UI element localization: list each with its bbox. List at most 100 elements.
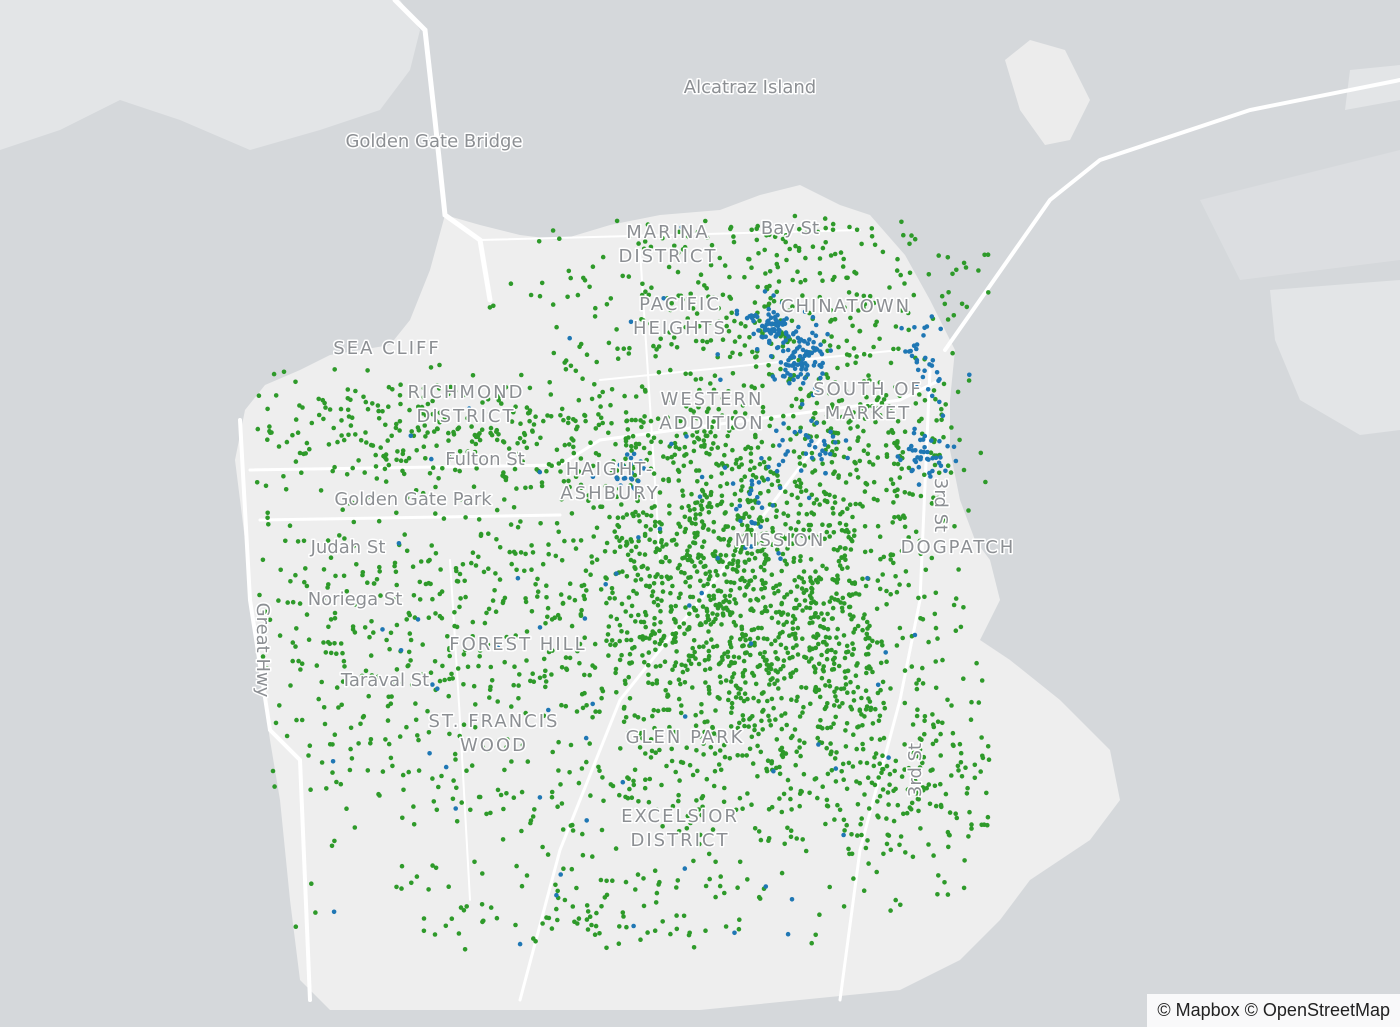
point <box>841 256 846 262</box>
point <box>850 641 855 646</box>
point <box>759 540 764 546</box>
point <box>587 284 592 290</box>
point <box>717 748 723 753</box>
point <box>931 853 936 858</box>
point <box>873 419 878 425</box>
point <box>752 300 758 305</box>
point <box>623 443 629 448</box>
point <box>472 859 477 865</box>
point <box>759 439 765 445</box>
point <box>803 367 809 372</box>
point <box>406 610 412 616</box>
map-label: RICHMOND <box>408 382 525 403</box>
point <box>550 302 556 307</box>
point <box>814 420 819 426</box>
point <box>508 281 514 287</box>
point <box>871 496 877 502</box>
map-label: HEIGHTS <box>633 318 727 339</box>
point <box>682 714 688 719</box>
point <box>653 900 659 905</box>
point <box>332 732 338 737</box>
point <box>809 595 814 601</box>
point <box>847 224 852 230</box>
point <box>760 727 765 732</box>
point <box>779 300 785 306</box>
map-label: Great Hwy <box>252 603 273 698</box>
point <box>669 746 674 752</box>
point <box>683 324 688 330</box>
point <box>344 589 350 594</box>
point <box>635 498 640 504</box>
point <box>543 668 548 674</box>
point <box>461 908 467 913</box>
point <box>735 513 741 518</box>
point <box>648 632 654 638</box>
point <box>703 563 708 569</box>
point <box>727 354 733 360</box>
point <box>754 314 760 320</box>
point <box>844 822 849 828</box>
point <box>396 541 402 546</box>
point <box>741 658 747 664</box>
point <box>933 659 938 664</box>
point <box>654 807 660 813</box>
point <box>909 664 915 669</box>
point <box>487 687 493 692</box>
point <box>688 574 693 580</box>
point <box>474 466 479 471</box>
point <box>900 635 905 641</box>
point <box>829 460 835 465</box>
point <box>862 301 868 307</box>
point <box>794 836 799 841</box>
point <box>554 906 559 912</box>
point <box>622 475 628 481</box>
point <box>370 401 375 406</box>
point <box>916 796 921 802</box>
point <box>567 770 572 775</box>
point <box>799 685 804 690</box>
point <box>623 456 628 462</box>
point <box>903 850 908 855</box>
point <box>692 563 697 569</box>
point <box>656 370 662 375</box>
point <box>350 465 356 471</box>
point <box>652 615 657 621</box>
point <box>932 783 938 789</box>
point <box>465 416 470 421</box>
point <box>833 650 838 655</box>
point <box>615 522 620 528</box>
point <box>606 653 611 658</box>
point <box>530 671 535 676</box>
point <box>761 459 767 465</box>
point <box>727 663 732 668</box>
point <box>740 713 746 718</box>
point <box>313 910 318 915</box>
point <box>827 451 833 457</box>
point <box>786 308 792 314</box>
point <box>664 763 669 769</box>
point <box>783 367 788 373</box>
point <box>724 323 729 329</box>
point <box>813 601 819 606</box>
point <box>382 466 388 472</box>
point <box>426 615 432 620</box>
point <box>721 527 726 532</box>
point <box>287 523 293 528</box>
point <box>769 662 774 667</box>
point <box>756 625 761 631</box>
point <box>513 922 518 928</box>
point <box>653 647 658 653</box>
point <box>620 779 626 785</box>
point <box>477 794 483 800</box>
point <box>866 373 871 378</box>
point <box>450 796 456 802</box>
point <box>712 751 718 756</box>
point <box>827 884 832 890</box>
point <box>703 680 708 685</box>
point <box>502 385 508 391</box>
point <box>762 567 767 573</box>
point <box>659 782 664 788</box>
point <box>855 802 861 807</box>
point <box>859 241 864 247</box>
point <box>645 222 651 227</box>
